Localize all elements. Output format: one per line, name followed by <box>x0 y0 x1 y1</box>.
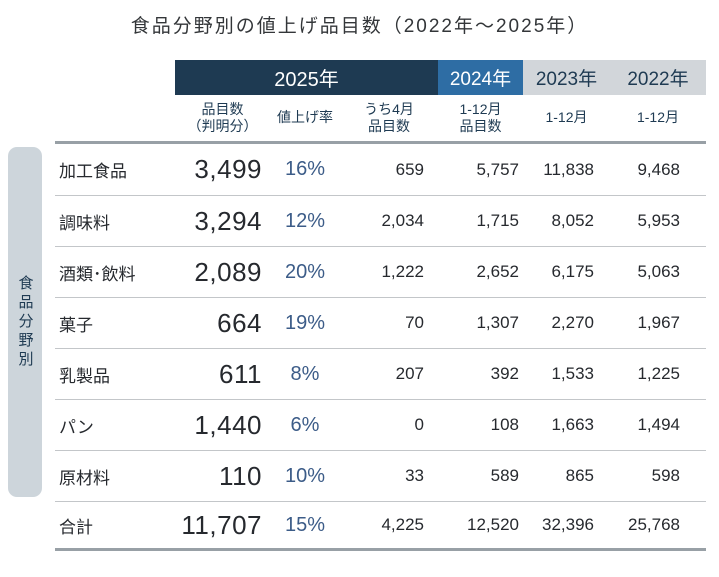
total-april: 4,225 <box>381 515 424 534</box>
year-header-gray-band: 2023年 2022年 <box>523 60 706 95</box>
table-row: 乳製品 611 8% 207 392 1,533 1,225 <box>55 348 706 399</box>
row-items-2024: 392 <box>490 364 519 383</box>
row-category: パン <box>59 417 94 437</box>
year-header-row: 2025年 2024年 2023年 2022年 <box>175 60 706 95</box>
row-items-2023: 6,175 <box>551 262 594 281</box>
page-title: 食品分野別の値上げ品目数（2022年～2025年） <box>130 16 589 37</box>
row-items-2024: 2,652 <box>476 262 519 281</box>
column-header-2023-months: 1-12月 <box>545 109 588 126</box>
row-group-label: 食品分野別 <box>16 274 34 370</box>
year-header-2022: 2022年 <box>627 69 689 90</box>
row-rate: 6% <box>290 413 320 436</box>
row-items-2025: 664 <box>217 307 262 338</box>
table-row: 原材料 110 10% 33 589 865 598 <box>55 450 706 501</box>
row-april: 1,222 <box>381 262 424 281</box>
row-category: 酒類･飲料 <box>59 264 136 284</box>
row-april: 0 <box>414 415 424 434</box>
column-header-row: 品目数 （判明分） 値上げ率 うち4月 品目数 1-12月 品目数 1-12月 … <box>55 95 706 141</box>
total-items-2022: 25,768 <box>628 515 680 534</box>
row-category: 乳製品 <box>59 366 110 386</box>
table-total-row: 合計 11,707 15% 4,225 12,520 32,396 25,768 <box>55 501 706 551</box>
row-items-2022: 1,494 <box>637 415 680 434</box>
row-items-2024: 5,757 <box>476 159 519 179</box>
row-items-2025: 1,440 <box>194 409 262 440</box>
table-row: パン 1,440 6% 0 108 1,663 1,494 <box>55 399 706 450</box>
row-april: 2,034 <box>381 211 424 230</box>
row-items-2025: 3,294 <box>194 205 262 236</box>
total-items-2023: 32,396 <box>542 515 594 534</box>
price-increase-table: 2025年 2024年 2023年 2022年 品目数 （判明分） 値上げ率 う… <box>55 60 706 551</box>
total-items-2024: 12,520 <box>467 515 519 534</box>
row-items-2025: 3,499 <box>194 154 262 184</box>
row-rate: 10% <box>284 464 326 487</box>
row-category: 加工食品 <box>59 162 127 181</box>
year-header-2023: 2023年 <box>535 69 598 90</box>
row-items-2022: 5,953 <box>637 211 680 230</box>
row-items-2025: 110 <box>219 460 262 491</box>
row-rate: 20% <box>284 260 326 283</box>
table-row: 調味料 3,294 12% 2,034 1,715 8,052 5,953 <box>55 195 706 246</box>
row-category: 調味料 <box>59 213 110 233</box>
row-rate: 19% <box>284 311 326 334</box>
table-row: 加工食品 3,499 16% 659 5,757 11,838 9,468 <box>55 144 706 195</box>
year-header-2024: 2024年 <box>438 60 523 95</box>
row-items-2024: 1,715 <box>476 211 519 230</box>
row-items-2023: 865 <box>565 466 594 485</box>
column-header-2022-months: 1-12月 <box>636 109 680 126</box>
row-items-2023: 11,838 <box>543 159 594 179</box>
table-row: 酒類･飲料 2,089 20% 1,222 2,652 6,175 5,063 <box>55 246 706 297</box>
row-items-2022: 9,468 <box>637 159 680 179</box>
row-items-2023: 1,663 <box>551 415 594 434</box>
row-items-2022: 598 <box>651 466 680 485</box>
row-april: 33 <box>405 466 424 485</box>
row-items-2025: 611 <box>219 358 262 389</box>
total-label: 合計 <box>59 517 93 537</box>
row-rate: 8% <box>290 362 320 385</box>
column-header-category <box>55 95 175 141</box>
row-category: 原材料 <box>59 468 110 488</box>
table-body: 加工食品 3,499 16% 659 5,757 11,838 9,468 調味… <box>55 141 706 551</box>
column-header-items: 品目数 （判明分） <box>187 100 258 135</box>
row-items-2023: 2,270 <box>551 313 594 332</box>
row-category: 菓子 <box>59 315 93 335</box>
column-header-april: うち4月 品目数 <box>364 100 414 135</box>
row-group-band: 食品分野別 <box>8 147 42 497</box>
row-items-2022: 5,063 <box>637 262 680 281</box>
row-april: 70 <box>405 313 424 332</box>
row-items-2025: 2,089 <box>194 256 262 287</box>
row-items-2023: 8,052 <box>551 211 594 230</box>
year-header-2025: 2025年 <box>175 60 438 95</box>
row-items-2024: 1,307 <box>476 313 519 332</box>
column-header-rate: 値上げ率 <box>277 109 333 126</box>
row-april: 659 <box>395 159 424 179</box>
row-items-2022: 1,225 <box>637 364 680 383</box>
row-items-2022: 1,967 <box>637 313 680 332</box>
row-rate: 16% <box>284 158 326 180</box>
total-rate: 15% <box>284 513 326 536</box>
row-april: 207 <box>395 364 424 383</box>
row-items-2024: 589 <box>490 466 519 485</box>
total-items-2025: 11,707 <box>181 509 262 540</box>
column-header-2024-items: 1-12月 品目数 <box>459 100 502 135</box>
row-items-2024: 108 <box>490 415 519 434</box>
row-rate: 12% <box>284 209 326 232</box>
table-row: 菓子 664 19% 70 1,307 2,270 1,967 <box>55 297 706 348</box>
row-items-2023: 1,533 <box>551 364 594 383</box>
